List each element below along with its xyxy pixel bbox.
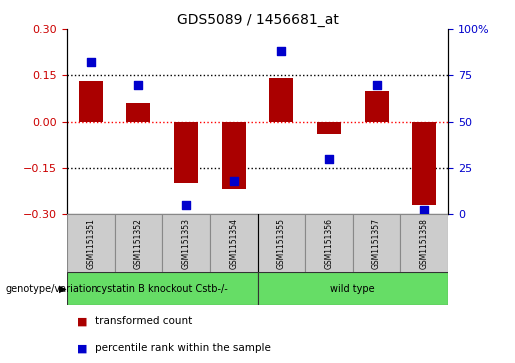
Text: GSM1151356: GSM1151356 xyxy=(324,218,333,269)
Bar xyxy=(114,214,162,272)
Bar xyxy=(162,214,210,272)
Bar xyxy=(258,214,305,272)
Text: GSM1151357: GSM1151357 xyxy=(372,218,381,269)
Text: cystatin B knockout Cstb-/-: cystatin B knockout Cstb-/- xyxy=(96,284,228,294)
Bar xyxy=(79,82,102,122)
Point xyxy=(134,82,143,87)
Bar xyxy=(222,122,246,189)
Text: GSM1151355: GSM1151355 xyxy=(277,218,286,269)
Point xyxy=(87,60,95,65)
Point xyxy=(372,82,381,87)
Text: ▶: ▶ xyxy=(59,284,67,294)
Text: wild type: wild type xyxy=(331,284,375,294)
Bar xyxy=(305,214,353,272)
Bar xyxy=(269,78,293,122)
Bar xyxy=(127,103,150,122)
Bar xyxy=(258,272,448,305)
Bar xyxy=(210,214,258,272)
Text: transformed count: transformed count xyxy=(95,316,193,326)
Bar xyxy=(67,272,258,305)
Point xyxy=(230,178,238,184)
Text: ■: ■ xyxy=(77,343,88,354)
Text: GSM1151353: GSM1151353 xyxy=(182,218,191,269)
Text: percentile rank within the sample: percentile rank within the sample xyxy=(95,343,271,354)
Bar xyxy=(353,214,401,272)
Bar xyxy=(401,214,448,272)
Bar xyxy=(67,214,115,272)
Point xyxy=(277,48,285,54)
Text: genotype/variation: genotype/variation xyxy=(5,284,98,294)
Bar xyxy=(174,122,198,183)
Text: ■: ■ xyxy=(77,316,88,326)
Title: GDS5089 / 1456681_at: GDS5089 / 1456681_at xyxy=(177,13,338,26)
Text: GSM1151354: GSM1151354 xyxy=(229,218,238,269)
Bar xyxy=(413,122,436,205)
Bar xyxy=(317,122,341,134)
Point xyxy=(420,208,428,213)
Text: GSM1151358: GSM1151358 xyxy=(420,218,428,269)
Text: GSM1151351: GSM1151351 xyxy=(87,218,95,269)
Bar xyxy=(365,91,388,122)
Text: GSM1151352: GSM1151352 xyxy=(134,218,143,269)
Point xyxy=(325,156,333,162)
Point xyxy=(182,202,190,208)
